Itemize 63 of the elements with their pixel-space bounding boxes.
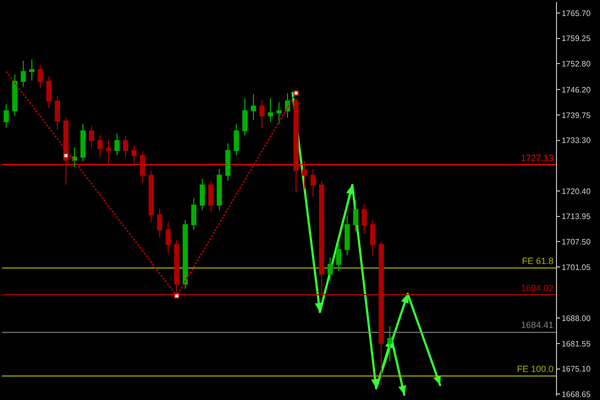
y-tick-label: 1701.05 <box>562 262 592 272</box>
candlestick <box>310 168 316 197</box>
candlestick <box>216 168 222 211</box>
ref-line-label: 1684.41 <box>521 320 554 330</box>
y-tick-label: 1713.95 <box>562 212 592 222</box>
candlestick <box>148 170 154 222</box>
candlestick <box>336 241 342 272</box>
candlestick <box>276 102 282 124</box>
ref-line-label: FE 61.8 <box>522 256 554 266</box>
candlestick <box>12 74 18 116</box>
candlestick <box>123 135 128 158</box>
y-tick-label: 1746.20 <box>562 85 592 94</box>
candlestick <box>140 150 146 184</box>
candlestick <box>344 216 350 256</box>
candlestick <box>268 98 274 122</box>
candlestick <box>319 180 324 296</box>
candlestick <box>200 178 205 211</box>
candlestick <box>4 104 9 128</box>
ref-line-label: 1694.02 <box>521 283 554 293</box>
y-tick-label: 1688.00 <box>562 314 592 324</box>
y-tick-label: 1759.25 <box>562 34 592 44</box>
candlestick <box>54 96 60 130</box>
candlestick <box>46 76 52 109</box>
candlestick <box>191 198 196 230</box>
candlestick <box>29 58 34 82</box>
candlestick <box>72 146 78 168</box>
y-tick-label: 1739.75 <box>562 110 592 120</box>
point <box>174 293 180 298</box>
y-tick-label: 1733.30 <box>562 136 592 146</box>
candlestick <box>208 180 214 213</box>
candlestick <box>250 94 256 120</box>
candlestick <box>328 256 333 282</box>
ref-line-label: 1727.13 <box>521 153 554 163</box>
y-tick-label: 1681.55 <box>562 339 592 348</box>
candlestick <box>114 133 120 156</box>
y-tick-label: 1707.50 <box>562 237 592 246</box>
candlestick <box>106 138 112 166</box>
candlestick <box>97 135 103 158</box>
candlestick <box>20 60 26 87</box>
candlestick <box>80 123 86 162</box>
ref-line-label: FE 100.0 <box>517 364 554 374</box>
candlestick <box>157 208 162 238</box>
candlestick <box>353 200 358 232</box>
candlestick <box>242 98 248 136</box>
y-tick-label: 1765.70 <box>562 8 592 18</box>
candlestick <box>259 100 265 128</box>
candlestick <box>370 220 376 256</box>
y-tick-label: 1668.65 <box>562 390 592 400</box>
candlestick <box>234 123 239 156</box>
point <box>63 153 68 158</box>
y-tick-label: 1752.80 <box>562 59 592 68</box>
candlestick <box>378 241 384 386</box>
candlestick <box>225 142 230 182</box>
candlestick <box>302 160 308 190</box>
candlestick <box>166 221 171 254</box>
y-tick-label: 1675.10 <box>562 364 592 374</box>
candlestick <box>38 64 43 89</box>
candlestick <box>88 125 94 148</box>
candlestick <box>362 204 367 234</box>
candlestick <box>182 220 188 290</box>
point <box>294 90 299 96</box>
candlestick <box>132 144 137 164</box>
y-tick-label: 1720.40 <box>562 186 592 196</box>
